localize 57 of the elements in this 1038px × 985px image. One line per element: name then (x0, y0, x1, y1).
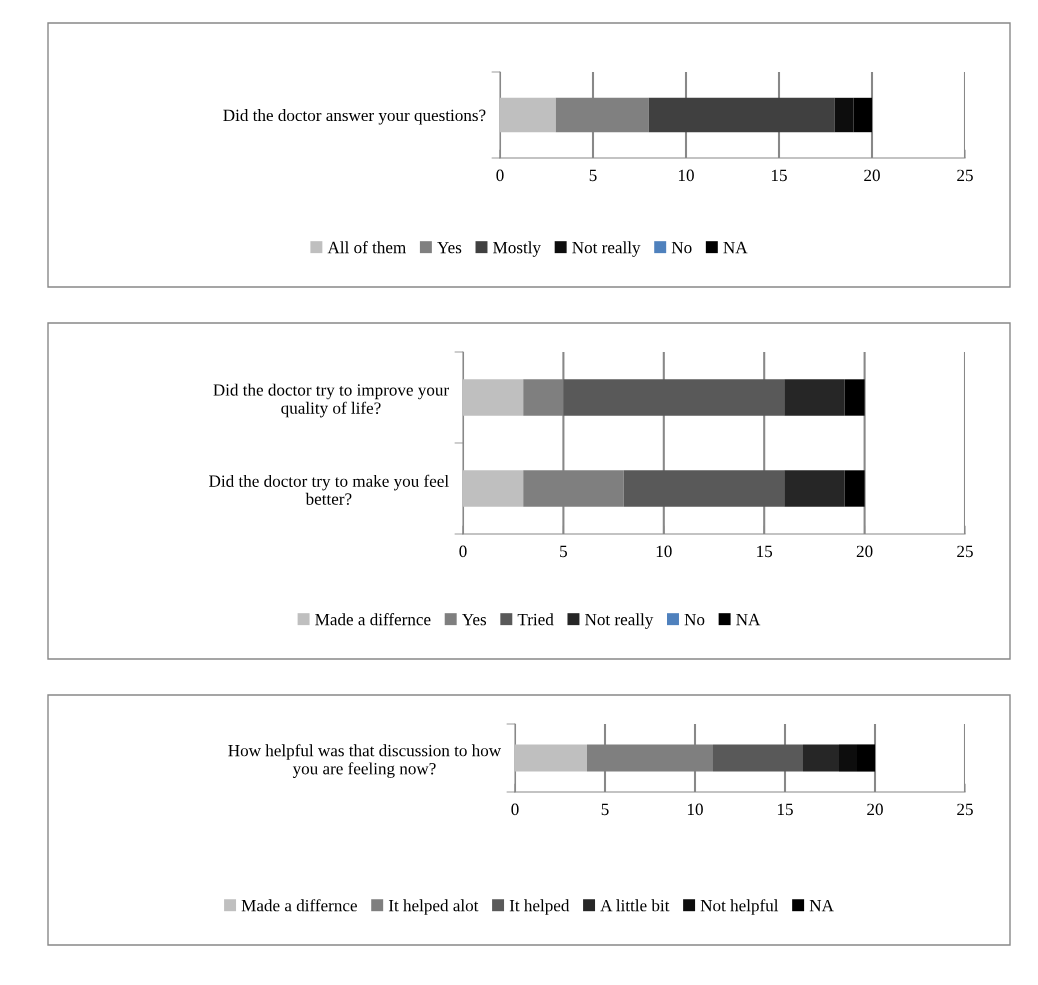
legend-label: Yes (462, 613, 487, 626)
x-tick-label: 0 (459, 545, 467, 558)
legend-label: NA (736, 613, 761, 626)
legend-label: Tried (517, 613, 554, 626)
x-tick-label: 20 (867, 803, 883, 816)
bar (844, 379, 865, 416)
y-tick-label: Did the doctor try to improve your quality of life? (213, 383, 449, 418)
legend-label: Made a differnce (241, 899, 357, 912)
bar (803, 744, 839, 772)
bar (463, 470, 524, 507)
legend-label: Yes (437, 241, 462, 254)
legend-label: A little bit (600, 899, 670, 912)
legend-label: It helped alot (388, 899, 479, 915)
bar (844, 470, 865, 507)
legend-label: Not really (585, 613, 654, 629)
legend-label: Not really (572, 241, 641, 257)
x-tick-label: 5 (601, 803, 609, 816)
legend-label: NA (809, 899, 834, 912)
legend-label: Made a differnce (315, 613, 431, 626)
y-tick-label: Did the doctor answer your questions? (223, 109, 486, 125)
x-tick-label: 5 (589, 169, 597, 182)
x-tick-label: 10 (678, 169, 694, 182)
x-tick-label: 25 (957, 169, 973, 182)
x-tick-label: 20 (864, 169, 880, 182)
bar (784, 470, 845, 507)
x-tick-label: 25 (957, 803, 973, 816)
bar (463, 379, 524, 416)
x-tick-label: 25 (957, 545, 973, 558)
x-tick-label: 10 (656, 545, 672, 558)
x-tick-label: 20 (856, 545, 873, 558)
x-tick-label: 15 (771, 169, 787, 182)
bar (713, 744, 803, 772)
bar (500, 97, 556, 133)
legend-label: Not helpful (700, 899, 779, 915)
x-tick-label: 15 (757, 545, 773, 558)
legend-label: Mostly (493, 241, 541, 257)
x-tick-label: 0 (511, 803, 519, 816)
y-tick-label: Did the doctor try to make you feel better? (209, 474, 449, 505)
x-tick-label: 10 (687, 803, 703, 816)
bar (563, 379, 785, 416)
x-tick-label: 5 (560, 545, 567, 558)
bar (853, 97, 872, 133)
bar (834, 97, 854, 133)
legend-label: All of them (327, 241, 406, 254)
x-tick-label: 15 (777, 803, 793, 816)
y-tick-label: How helpful was that discussion to how you are feeling now? (228, 744, 502, 778)
bar (839, 744, 857, 772)
bar (784, 379, 845, 416)
legend-label: No (671, 241, 692, 254)
bar (648, 97, 835, 133)
bar (515, 744, 587, 772)
bar (623, 470, 785, 507)
legend-label: NA (723, 241, 748, 254)
legend-label: It helped (509, 899, 570, 915)
x-tick-label: 0 (496, 169, 504, 182)
legend-label: No (684, 613, 705, 626)
bar (857, 744, 875, 772)
